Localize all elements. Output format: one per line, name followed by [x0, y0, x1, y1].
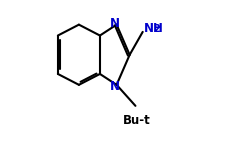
Text: N: N	[109, 17, 120, 30]
Text: 2: 2	[153, 24, 160, 34]
Text: N: N	[109, 80, 120, 93]
Text: Bu-t: Bu-t	[123, 114, 151, 127]
Text: NH: NH	[143, 22, 163, 35]
